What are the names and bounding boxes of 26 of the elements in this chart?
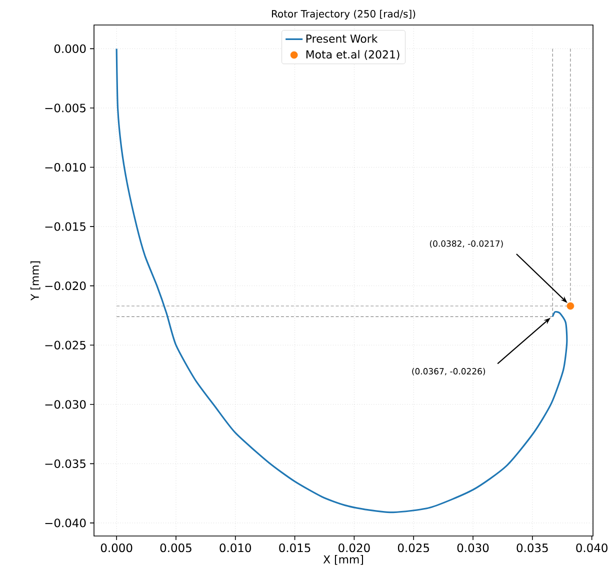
x-tick-label: 0.020 (338, 544, 370, 552)
x-tick-label: 0.030 (457, 544, 489, 552)
x-tick-label: 0.010 (220, 544, 252, 552)
legend-label: Mota et.al (2021) (306, 50, 400, 60)
x-axis-title: X [mm] (323, 555, 363, 565)
y-tick-label: −0.010 (45, 162, 86, 172)
x-tick-label: 0.000 (100, 544, 132, 552)
chart-title: Rotor Trajectory (250 [rad/s]) (272, 10, 416, 20)
y-tick-label: −0.020 (45, 282, 86, 290)
legend-label: Present Work (306, 34, 378, 43)
y-tick-label: −0.015 (45, 222, 86, 231)
line-series (116, 48, 568, 514)
x-tick-label: 0.025 (398, 544, 429, 552)
y-tick-label: 0.000 (54, 44, 86, 54)
y-tick-label: −0.005 (45, 104, 86, 112)
x-tick-label: 0.035 (516, 544, 548, 552)
annotation: (0.0382, -0.0217) (430, 240, 503, 248)
y-tick-label: −0.035 (45, 459, 86, 468)
y-axis-title: Y [mm] (30, 261, 40, 301)
x-tick-label: 0.005 (160, 544, 192, 552)
y-tick-label: −0.025 (45, 340, 86, 350)
x-tick-label: 0.015 (279, 544, 310, 552)
annotation: (0.0367, -0.0226) (412, 368, 486, 376)
y-tick-label: −0.030 (45, 400, 86, 409)
y-tick-label: −0.040 (45, 518, 86, 528)
x-tick-label: 0.040 (576, 544, 608, 552)
